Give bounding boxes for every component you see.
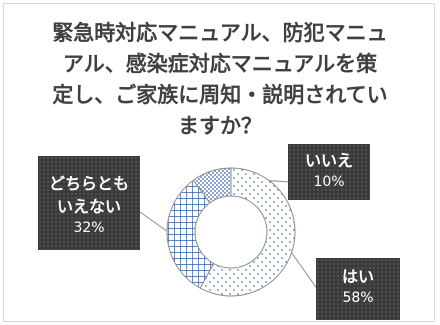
slice-value-dochiratomo: 32% xyxy=(73,220,105,236)
slice-value-hai: 58% xyxy=(342,290,374,306)
doughnut-slice-1 xyxy=(199,167,296,297)
chart-title-line-3: 定し、ご家族に周知・説明されてい xyxy=(52,83,388,107)
chart-title-line-2: アル、感染症対応マニュアルを策 xyxy=(62,52,378,76)
slice-label-dochiratomo-line-2: いえない xyxy=(56,197,121,216)
callout-hai: はい 58% xyxy=(316,258,400,320)
chart-title-line-4: ますか？ xyxy=(178,114,262,138)
slice-label-hai: はい xyxy=(341,267,374,286)
chart-title: 緊急時対応マニュアル、防犯マニュ アル、感染症対応マニュアルを策 定し、ご家族に… xyxy=(0,18,440,142)
callout-iie: いいえ 10% xyxy=(288,144,370,200)
slice-label-iie: いいえ xyxy=(304,151,353,170)
callout-dochiratomo-ienai: どちらとも いえない 32% xyxy=(38,156,140,250)
doughnut-slice-2 xyxy=(166,179,215,289)
doughnut-slice-3 xyxy=(192,167,232,204)
chart-title-line-1: 緊急時対応マニュアル、防犯マニュ xyxy=(52,21,388,45)
slice-value-iie: 10% xyxy=(313,174,345,190)
leader-line-1 xyxy=(286,246,319,291)
slice-label-dochiratomo-line-1: どちらとも xyxy=(48,174,129,193)
